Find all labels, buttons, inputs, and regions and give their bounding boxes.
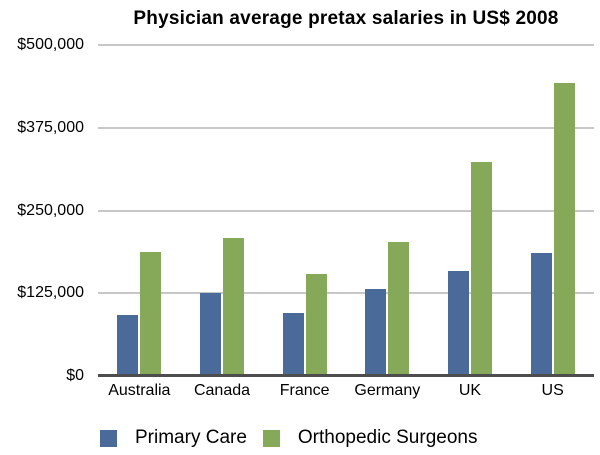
gridline	[98, 209, 594, 212]
plot-area	[98, 44, 594, 377]
legend-label-primary-care: Primary Care	[135, 427, 247, 448]
gridline	[98, 292, 594, 295]
x-tick-label-australia: Australia	[108, 382, 171, 399]
bar-primary-care-france	[282, 313, 304, 376]
x-tick-label-canada: Canada	[193, 382, 251, 399]
bar-orthopedic-surgeons-uk	[471, 161, 492, 376]
legend-swatch-orthopedic-surgeons-icon	[262, 429, 280, 447]
bar-primary-care-germany	[365, 289, 387, 376]
legend: Primary Care Orthopedic Surgeons	[100, 427, 477, 449]
x-tick-label-france: France	[279, 382, 330, 399]
chart-title: Physician average pretax salaries in US$…	[133, 8, 559, 29]
y-tick-label: $0	[66, 367, 84, 384]
y-tick-label: $125,000	[17, 284, 84, 302]
x-tick-label-uk: UK	[458, 382, 482, 399]
bar-orthopedic-surgeons-france	[305, 274, 327, 376]
y-tick-label: $250,000	[17, 201, 84, 219]
legend-swatch-primary-care-icon	[100, 429, 117, 447]
bar-orthopedic-surgeons-canada	[223, 238, 244, 376]
legend-label-orthopedic-surgeons: Orthopedic Surgeons	[297, 427, 478, 448]
gridline	[98, 126, 594, 129]
bar-primary-care-australia	[117, 315, 139, 376]
bar-primary-care-us	[530, 252, 552, 376]
legend-item-primary-care: Primary Care	[100, 427, 247, 449]
legend-item-orthopedic-surgeons: Orthopedic Surgeons	[262, 427, 478, 449]
bar-orthopedic-surgeons-us	[553, 83, 575, 376]
bar-orthopedic-surgeons-australia	[140, 252, 162, 376]
x-tick-label-germany: Germany	[354, 382, 421, 399]
bar-primary-care-canada	[200, 293, 221, 376]
bar-orthopedic-surgeons-germany	[388, 242, 410, 376]
y-tick-label: $375,000	[17, 118, 84, 136]
gridline	[98, 44, 594, 46]
bar-primary-care-uk	[448, 270, 469, 376]
x-tick-label-us: US	[541, 382, 564, 399]
x-axis-line	[98, 374, 594, 377]
y-tick-label: $500,000	[17, 36, 84, 53]
